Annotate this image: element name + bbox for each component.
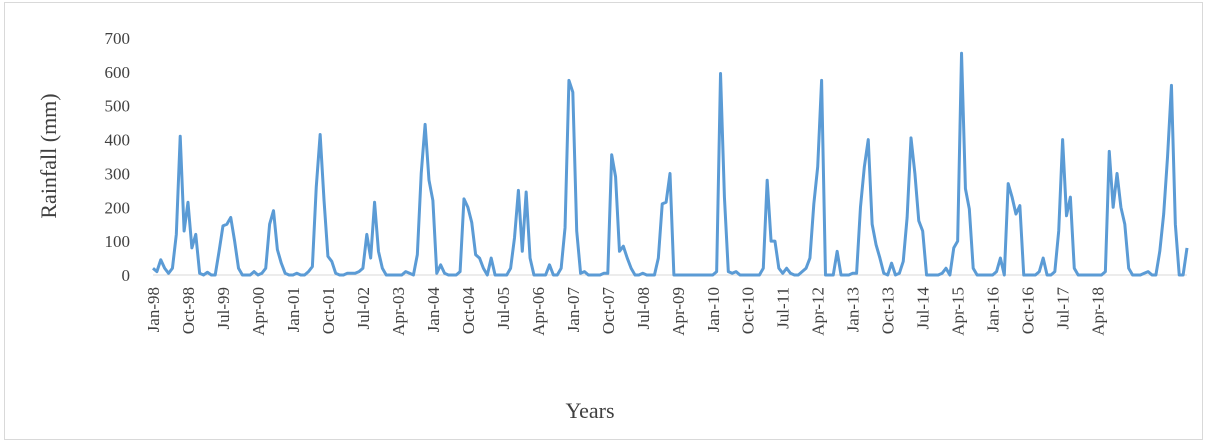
y-tick-label: 200 (105, 198, 131, 217)
x-tick-label: Jan-98 (144, 287, 163, 332)
y-axis-title: Rainfall (mm) (36, 93, 61, 218)
x-tick-label: Oct-98 (179, 287, 198, 334)
x-tick-label: Oct-04 (459, 287, 478, 335)
y-tick-label: 100 (105, 232, 131, 251)
x-tick-label: Oct-10 (739, 287, 758, 334)
x-tick-label: Apr-03 (389, 287, 408, 336)
x-tick-label: Apr-06 (529, 287, 548, 336)
x-tick-label: Jul-99 (214, 287, 233, 330)
x-tick-label: Jul-05 (494, 287, 513, 330)
x-tick-label: Jan-16 (984, 287, 1003, 332)
chart-frame (4, 2, 1203, 440)
series-layer (152, 51, 1189, 277)
y-tick-label: 600 (105, 63, 131, 82)
x-tick-label: Jan-01 (284, 287, 303, 332)
x-tick-label: Jul-08 (634, 287, 653, 330)
x-axis: Jan-98 Oct-98 Jul-99 Apr-00 Jan-01 Oct-01 Jul-… (144, 287, 1108, 336)
x-tick-label: Jul-14 (914, 287, 933, 330)
x-tick-label: Oct-16 (1019, 287, 1038, 334)
rainfall-series-line (152, 51, 1189, 277)
x-tick-label: Jan-10 (704, 287, 723, 332)
y-tick-label: 500 (105, 97, 131, 116)
y-tick-label: 0 (122, 266, 131, 285)
y-tick-label: 700 (105, 29, 131, 48)
y-tick-label: 300 (105, 164, 131, 183)
x-tick-label: Jul-02 (354, 287, 373, 330)
x-tick-label: Apr-09 (669, 287, 688, 336)
x-tick-label: Oct-07 (599, 287, 618, 335)
x-tick-label: Jul-17 (1054, 287, 1073, 330)
y-axis: 0 100 200 300 400 500 600 700 (105, 29, 1187, 285)
x-tick-label: Apr-12 (809, 287, 828, 336)
y-tick-label: 400 (105, 131, 131, 150)
x-tick-label: Jul-11 (774, 287, 793, 329)
x-tick-label: Oct-01 (319, 287, 338, 334)
x-tick-label: Jan-13 (844, 287, 863, 332)
x-tick-label: Jan-07 (564, 287, 583, 333)
x-tick-label: Apr-18 (1089, 287, 1108, 336)
x-tick-label: Apr-00 (249, 287, 268, 336)
x-tick-label: Apr-15 (949, 287, 968, 336)
x-axis-title: Years (565, 398, 614, 423)
x-tick-label: Oct-13 (879, 287, 898, 334)
x-tick-label: Jan-04 (424, 287, 443, 333)
